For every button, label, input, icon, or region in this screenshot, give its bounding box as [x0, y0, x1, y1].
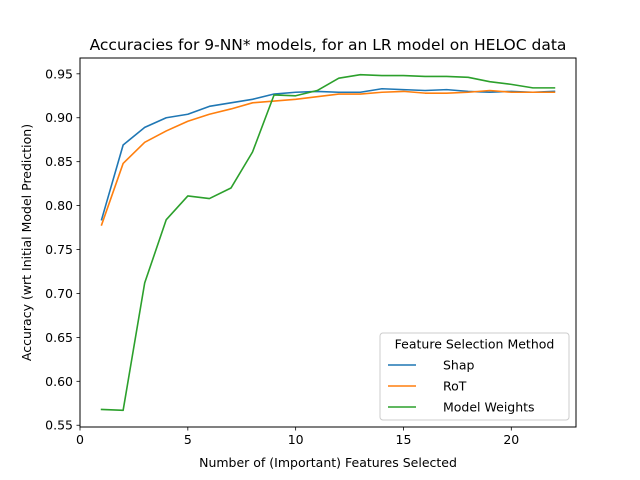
legend-title: Feature Selection Method: [395, 337, 555, 352]
x-axis-label: Number of (Important) Features Selected: [199, 455, 457, 470]
y-tick-label: 0.70: [45, 286, 73, 301]
legend-label-model-weights: Model Weights: [443, 400, 535, 415]
plot-area: [100, 73, 556, 412]
y-tick-label: 0.75: [45, 242, 73, 257]
y-tick-label: 0.65: [45, 330, 73, 345]
legend-label-shap: Shap: [443, 358, 475, 373]
plot-frame: [79, 57, 577, 428]
y-tick-label: 0.95: [45, 66, 73, 81]
legend-box: [379, 332, 570, 421]
x-tick-label: 10: [288, 432, 304, 447]
y-axis: 0.55 0.60 0.65 0.70 0.75 0.80 0.85 0.90 0.95: [45, 66, 80, 433]
legend-label-rot: RoT: [443, 379, 467, 394]
x-tick-label: 0: [76, 432, 84, 447]
series-line-shap: [100, 87, 556, 221]
chart-title: Accuracies for 9-NN* models, for an LR m…: [90, 36, 567, 54]
legend: Feature Selection Method Shap RoT Model We…: [379, 332, 570, 421]
y-tick-label: 0.85: [45, 154, 73, 169]
y-tick-label: 0.90: [45, 110, 73, 125]
x-tick-label: 5: [184, 432, 192, 447]
series-line-rot: [100, 89, 556, 226]
y-tick-label: 0.60: [45, 374, 73, 389]
x-tick-label: 20: [503, 432, 519, 447]
y-tick-label: 0.80: [45, 198, 73, 213]
series-line-model-weights: [100, 73, 556, 412]
x-axis: 0 5 10 15 20: [76, 427, 519, 447]
x-tick-label: 15: [396, 432, 412, 447]
y-axis-label: Accuracy (wrt Initial Model Prediction): [19, 124, 34, 361]
y-tick-label: 0.55: [45, 418, 73, 433]
